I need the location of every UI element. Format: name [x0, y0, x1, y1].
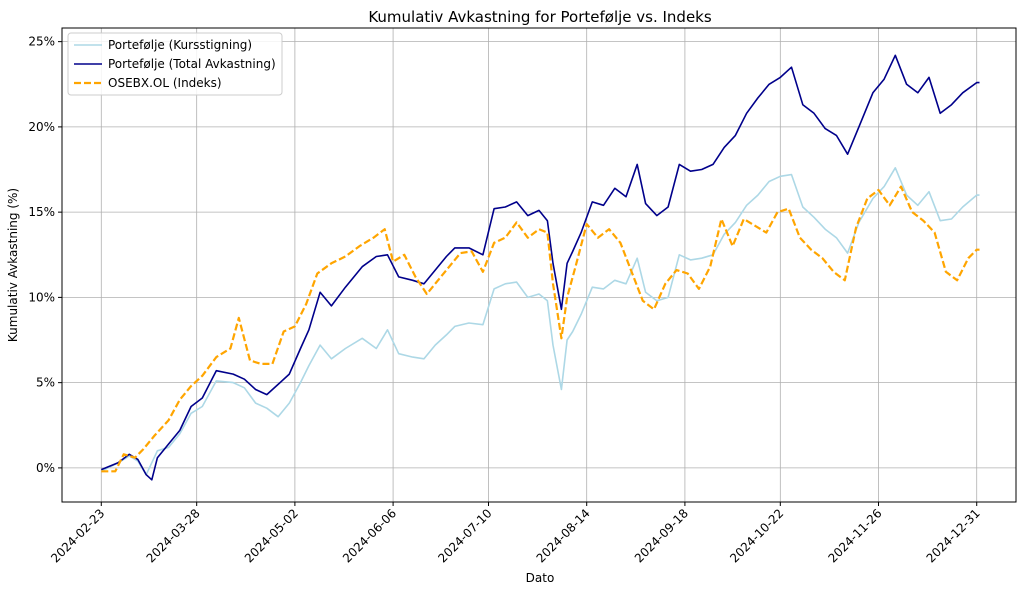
y-tick-label: 0% [36, 461, 55, 475]
y-axis-ticks: 0% 5% 10% 15% 20% 25% [28, 35, 62, 475]
chart-title: Kumulativ Avkastning for Portefølje vs. … [368, 8, 712, 26]
y-axis-label: Kumulativ Avkastning (%) [6, 188, 20, 342]
plot-frame [61, 27, 1017, 503]
series-line-2 [100, 54, 980, 481]
series-line-1 [100, 167, 980, 476]
x-axis-label: Dato [526, 571, 555, 585]
legend-label: OSEBX.OL (Indeks) [108, 76, 222, 90]
x-axis-ticks: 2024-02-23 2024-03-28 2024-05-02 2024-06-06… [48, 502, 983, 565]
x-tick-label: 2024-03-28 [144, 506, 203, 565]
x-tick-label: 2024-12-31 [924, 506, 983, 565]
y-tick-label: 10% [28, 290, 55, 304]
x-tick-label: 2024-07-10 [435, 506, 494, 565]
y-tick-label: 15% [28, 205, 55, 219]
series-layer [100, 54, 980, 481]
x-tick-label: 2024-11-26 [825, 506, 884, 565]
legend-label: Portefølje (Kursstigning) [108, 38, 252, 52]
legend-label: Portefølje (Total Avkastning) [108, 57, 276, 71]
y-tick-label: 25% [28, 35, 55, 49]
x-tick-label: 2024-08-14 [534, 506, 593, 565]
y-tick-label: 20% [28, 120, 55, 134]
x-tick-label: 2024-10-22 [727, 506, 786, 565]
series-line-3 [101, 185, 980, 473]
x-tick-label: 2024-02-23 [48, 506, 107, 565]
legend-box [67, 32, 283, 96]
y-tick-label: 5% [36, 376, 55, 390]
x-tick-label: 2024-05-02 [242, 506, 301, 565]
legend: Portefølje (Kursstigning) Portefølje (Tot… [67, 32, 283, 96]
x-tick-label: 2024-06-06 [340, 506, 399, 565]
grid [62, 28, 1016, 502]
x-tick-label: 2024-09-18 [632, 506, 691, 565]
